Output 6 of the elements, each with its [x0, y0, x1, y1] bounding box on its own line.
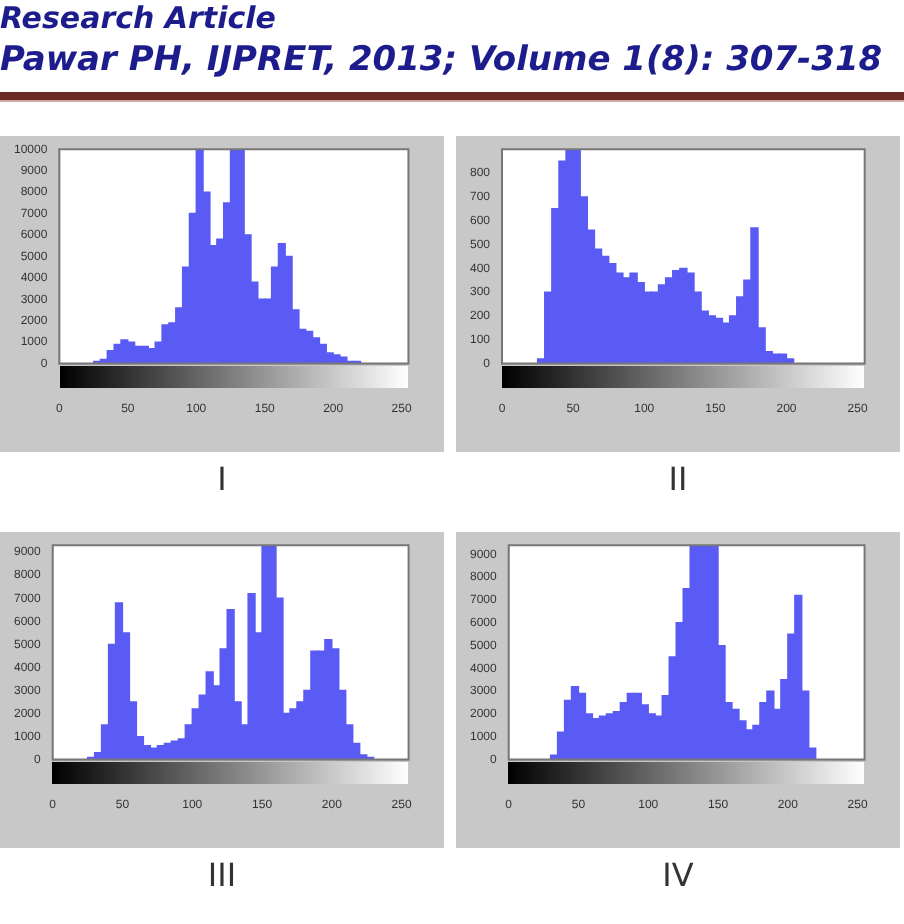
x-axis-title: II — [666, 460, 690, 498]
x-axis-title: III — [205, 856, 239, 894]
text: Research Article — [0, 0, 276, 36]
x-axis-title: IV — [660, 856, 696, 894]
text: Pawar PH, IJPRET, 2013; Volume 1(8): 307-318 — [0, 40, 883, 80]
x-axis-title: I — [215, 460, 229, 498]
